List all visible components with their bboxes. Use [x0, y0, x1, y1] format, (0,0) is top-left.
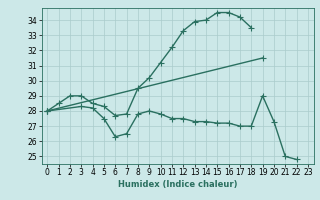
X-axis label: Humidex (Indice chaleur): Humidex (Indice chaleur)	[118, 180, 237, 189]
